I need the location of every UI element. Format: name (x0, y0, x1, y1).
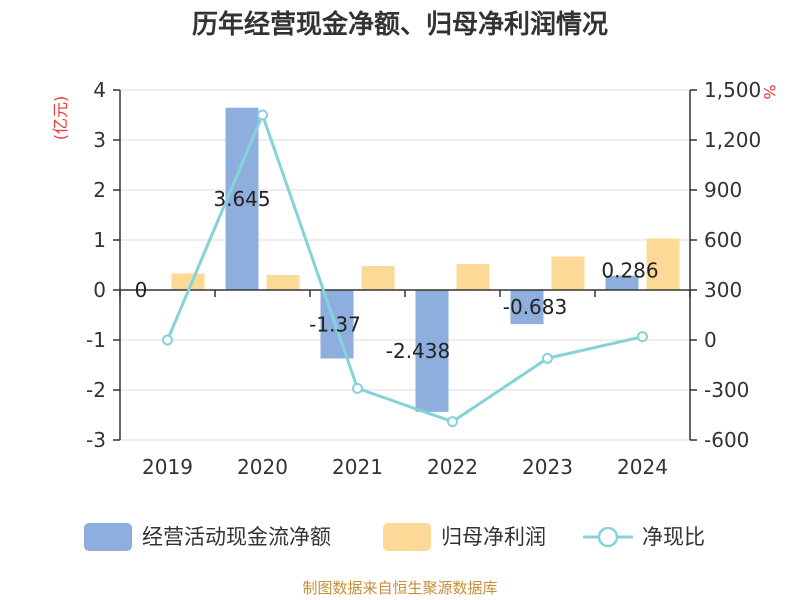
x-tick-label: 2019 (142, 455, 193, 479)
cashflow-bar (510, 290, 544, 325)
x-tick-label: 2020 (237, 455, 288, 479)
ratio-point (352, 382, 363, 394)
right-tick-label: 1,200 (704, 128, 761, 152)
source-note: 制图数据来自恒生聚源数据库 (302, 579, 497, 597)
right-tick-label: 1,500 (704, 78, 761, 102)
x-tick-label: 2024 (617, 455, 668, 479)
right-tick-label: -300 (704, 378, 749, 402)
data-labels: 0 3.645 -1.37 -2.438 -0.683 0.286 (135, 187, 659, 363)
chart-title: 历年经营现金净额、归母净利润情况 (192, 9, 608, 40)
left-tick-label: 1 (93, 228, 106, 252)
net-profit-bar (171, 273, 205, 290)
right-tick-label: -600 (704, 428, 749, 452)
right-tick-label: 600 (704, 228, 742, 252)
left-tick-label: 3 (93, 128, 106, 152)
left-tick-label: -3 (86, 428, 106, 452)
x-tick-label: 2022 (427, 455, 478, 479)
cashflow-data-label: -0.683 (503, 295, 567, 319)
legend-label-cashflow: 经营活动现金流净额 (142, 525, 331, 549)
x-tick-label: 2023 (522, 455, 573, 479)
ratio-line-path (166, 110, 643, 424)
legend-marker-ratio (597, 526, 619, 548)
legend-item-net-profit: 归母净利润 (383, 523, 546, 551)
net-profit-bar (456, 264, 490, 290)
legend-label-ratio: 净现比 (642, 525, 705, 549)
cashflow-data-label: 0.286 (601, 259, 658, 283)
legend-label-net-profit: 归母净利润 (441, 525, 546, 549)
right-tick-label: 300 (704, 278, 742, 302)
ratio-point (637, 331, 648, 343)
cashflow-data-label: 3.645 (213, 187, 270, 211)
ratio-line (162, 109, 648, 428)
legend-swatch-net-profit (383, 523, 431, 551)
left-tick-label: 2 (93, 178, 106, 202)
left-tick-label: -1 (86, 328, 106, 352)
cashflow-bar (605, 275, 639, 290)
net-profit-bar (361, 266, 395, 290)
net-profit-bar (551, 256, 585, 290)
legend: 经营活动现金流净额 归母净利润 净现比 (84, 523, 705, 551)
legend-item-ratio: 净现比 (583, 525, 705, 549)
axes: 4 3 2 1 0 -1 -2 -3 1,500 1,200 900 600 300 0 -300 -600 2… (86, 78, 761, 479)
bars (130, 107, 680, 412)
ratio-point (447, 416, 458, 428)
cashflow-data-label: 0 (135, 278, 148, 302)
left-tick-label: 4 (93, 78, 106, 102)
right-tick-label: 0 (704, 328, 717, 352)
cashflow-bar (415, 290, 449, 412)
left-tick-label: 0 (93, 278, 106, 302)
ratio-point (257, 109, 268, 121)
legend-swatch-cashflow (84, 523, 132, 551)
legend-item-cashflow: 经营活动现金流净额 (84, 523, 331, 551)
net-profit-bar (646, 238, 680, 290)
ratio-point (542, 352, 553, 364)
cashflow-data-label: -1.37 (309, 312, 361, 336)
cashflow-data-label: -2.438 (386, 339, 450, 363)
x-tick-label: 2021 (332, 455, 383, 479)
left-tick-label: -2 (86, 378, 106, 402)
right-axis-unit: % (760, 84, 779, 99)
net-profit-bar (266, 275, 300, 290)
ratio-point (162, 334, 173, 346)
left-axis-unit: (亿元) (51, 96, 70, 141)
right-tick-label: 900 (704, 178, 742, 202)
